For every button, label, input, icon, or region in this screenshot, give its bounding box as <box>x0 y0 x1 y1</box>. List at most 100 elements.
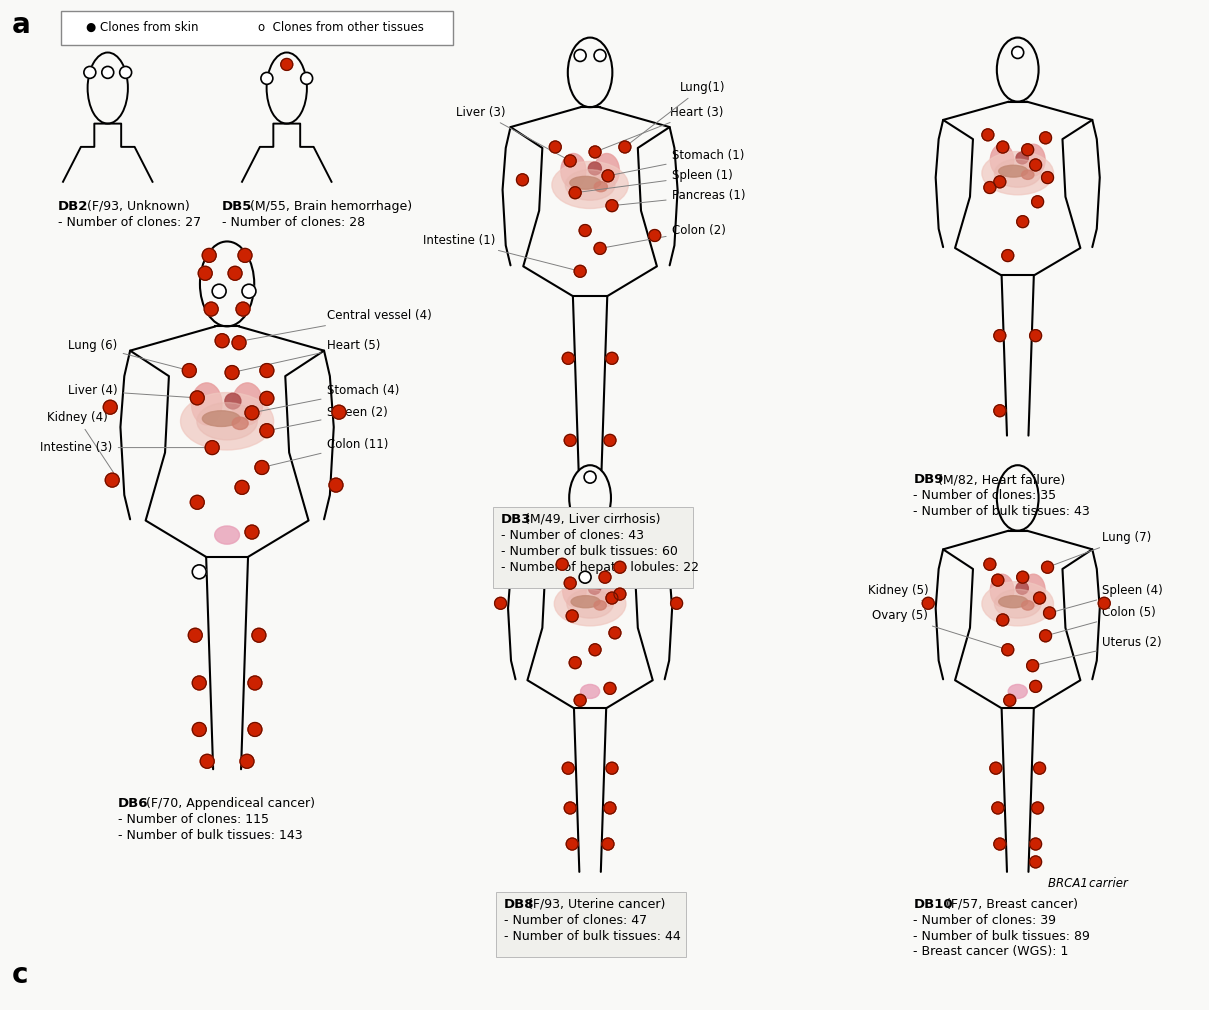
Circle shape <box>671 597 683 609</box>
Text: Colon (5): Colon (5) <box>1048 606 1156 635</box>
Ellipse shape <box>180 393 273 450</box>
Text: (F/93, Unknown): (F/93, Unknown) <box>87 200 190 213</box>
Text: Kidney (4): Kidney (4) <box>47 411 114 473</box>
Circle shape <box>105 473 120 487</box>
Ellipse shape <box>561 154 586 188</box>
Circle shape <box>1030 329 1042 341</box>
Circle shape <box>215 333 229 347</box>
Circle shape <box>589 643 601 655</box>
Text: (M/82, Heart failure): (M/82, Heart failure) <box>938 474 1065 487</box>
Text: Liver (4): Liver (4) <box>68 385 195 398</box>
Circle shape <box>190 495 204 509</box>
Text: (M/55, Brain hemorrhage): (M/55, Brain hemorrhage) <box>250 200 412 213</box>
Circle shape <box>556 559 568 571</box>
Text: (M/49, Liver cirrhosis): (M/49, Liver cirrhosis) <box>526 513 661 526</box>
Ellipse shape <box>594 575 618 607</box>
Circle shape <box>332 405 346 419</box>
Circle shape <box>260 392 273 405</box>
Circle shape <box>1098 597 1110 609</box>
Text: - Number of clones: 115: - Number of clones: 115 <box>117 813 268 826</box>
Circle shape <box>990 763 1002 774</box>
Circle shape <box>1034 592 1046 604</box>
Circle shape <box>549 141 561 153</box>
Circle shape <box>565 577 577 589</box>
Circle shape <box>566 838 578 850</box>
Text: - Breast cancer (WGS): 1: - Breast cancer (WGS): 1 <box>913 945 1069 958</box>
Circle shape <box>602 838 614 850</box>
Text: DB6: DB6 <box>117 797 149 810</box>
Circle shape <box>584 472 596 483</box>
Text: - Number of bulk tissues: 89: - Number of bulk tissues: 89 <box>913 929 1091 942</box>
Circle shape <box>242 22 251 32</box>
Text: Spleen (2): Spleen (2) <box>270 406 387 430</box>
Circle shape <box>1022 143 1034 156</box>
Text: Stomach (4): Stomach (4) <box>255 385 399 412</box>
Ellipse shape <box>594 601 606 610</box>
Ellipse shape <box>1022 575 1045 607</box>
Text: - Number of clones: 39: - Number of clones: 39 <box>913 914 1057 926</box>
Circle shape <box>994 176 1006 188</box>
Text: DB3: DB3 <box>501 513 531 526</box>
Text: - Number of clones: 27: - Number of clones: 27 <box>58 215 201 228</box>
Ellipse shape <box>554 582 626 626</box>
Ellipse shape <box>569 177 601 189</box>
Text: Liver (3): Liver (3) <box>456 106 568 160</box>
Ellipse shape <box>1016 582 1029 594</box>
Ellipse shape <box>580 685 600 699</box>
Circle shape <box>614 588 626 600</box>
Circle shape <box>248 676 262 690</box>
Text: DB9: DB9 <box>913 474 944 487</box>
Circle shape <box>604 802 615 814</box>
Circle shape <box>204 302 218 316</box>
Ellipse shape <box>1022 144 1045 176</box>
FancyBboxPatch shape <box>492 507 693 588</box>
Circle shape <box>1040 630 1052 641</box>
Circle shape <box>1026 660 1039 672</box>
Ellipse shape <box>215 526 239 544</box>
Circle shape <box>997 614 1008 626</box>
Circle shape <box>225 366 239 380</box>
Circle shape <box>516 174 528 186</box>
Text: DB8: DB8 <box>504 898 534 911</box>
Circle shape <box>579 572 591 583</box>
Circle shape <box>183 364 196 378</box>
Ellipse shape <box>567 590 613 618</box>
Circle shape <box>994 838 1006 850</box>
Circle shape <box>574 694 586 706</box>
Ellipse shape <box>562 575 586 607</box>
Circle shape <box>73 22 82 32</box>
Circle shape <box>83 67 96 79</box>
Text: - Number of hepatic lobules: 22: - Number of hepatic lobules: 22 <box>501 561 699 574</box>
Circle shape <box>566 610 578 622</box>
Circle shape <box>1002 643 1013 655</box>
Text: - Number of clones: 47: - Number of clones: 47 <box>504 914 647 926</box>
Circle shape <box>236 302 250 316</box>
Text: - Number of clones: 28: - Number of clones: 28 <box>222 215 365 228</box>
Text: - Number of clones: 35: - Number of clones: 35 <box>913 489 1057 502</box>
Circle shape <box>562 352 574 365</box>
Ellipse shape <box>995 160 1041 187</box>
Circle shape <box>198 267 212 280</box>
Circle shape <box>1030 681 1042 693</box>
FancyBboxPatch shape <box>60 11 453 44</box>
Text: Heart (5): Heart (5) <box>235 339 380 372</box>
Circle shape <box>994 405 1006 417</box>
Text: Lung(1): Lung(1) <box>627 81 725 145</box>
Text: a: a <box>11 11 30 38</box>
Circle shape <box>1003 694 1016 706</box>
Circle shape <box>589 146 601 158</box>
Circle shape <box>565 155 577 167</box>
Circle shape <box>1012 46 1024 59</box>
Ellipse shape <box>1022 601 1034 610</box>
Circle shape <box>1031 196 1043 208</box>
Circle shape <box>565 434 577 446</box>
Circle shape <box>604 683 615 694</box>
Text: Colon (11): Colon (11) <box>265 438 388 467</box>
Circle shape <box>245 406 259 420</box>
Circle shape <box>619 141 631 153</box>
Circle shape <box>649 229 660 241</box>
Circle shape <box>602 170 614 182</box>
Circle shape <box>1030 159 1042 171</box>
Circle shape <box>994 329 1006 341</box>
Text: Spleen (4): Spleen (4) <box>1052 584 1163 612</box>
